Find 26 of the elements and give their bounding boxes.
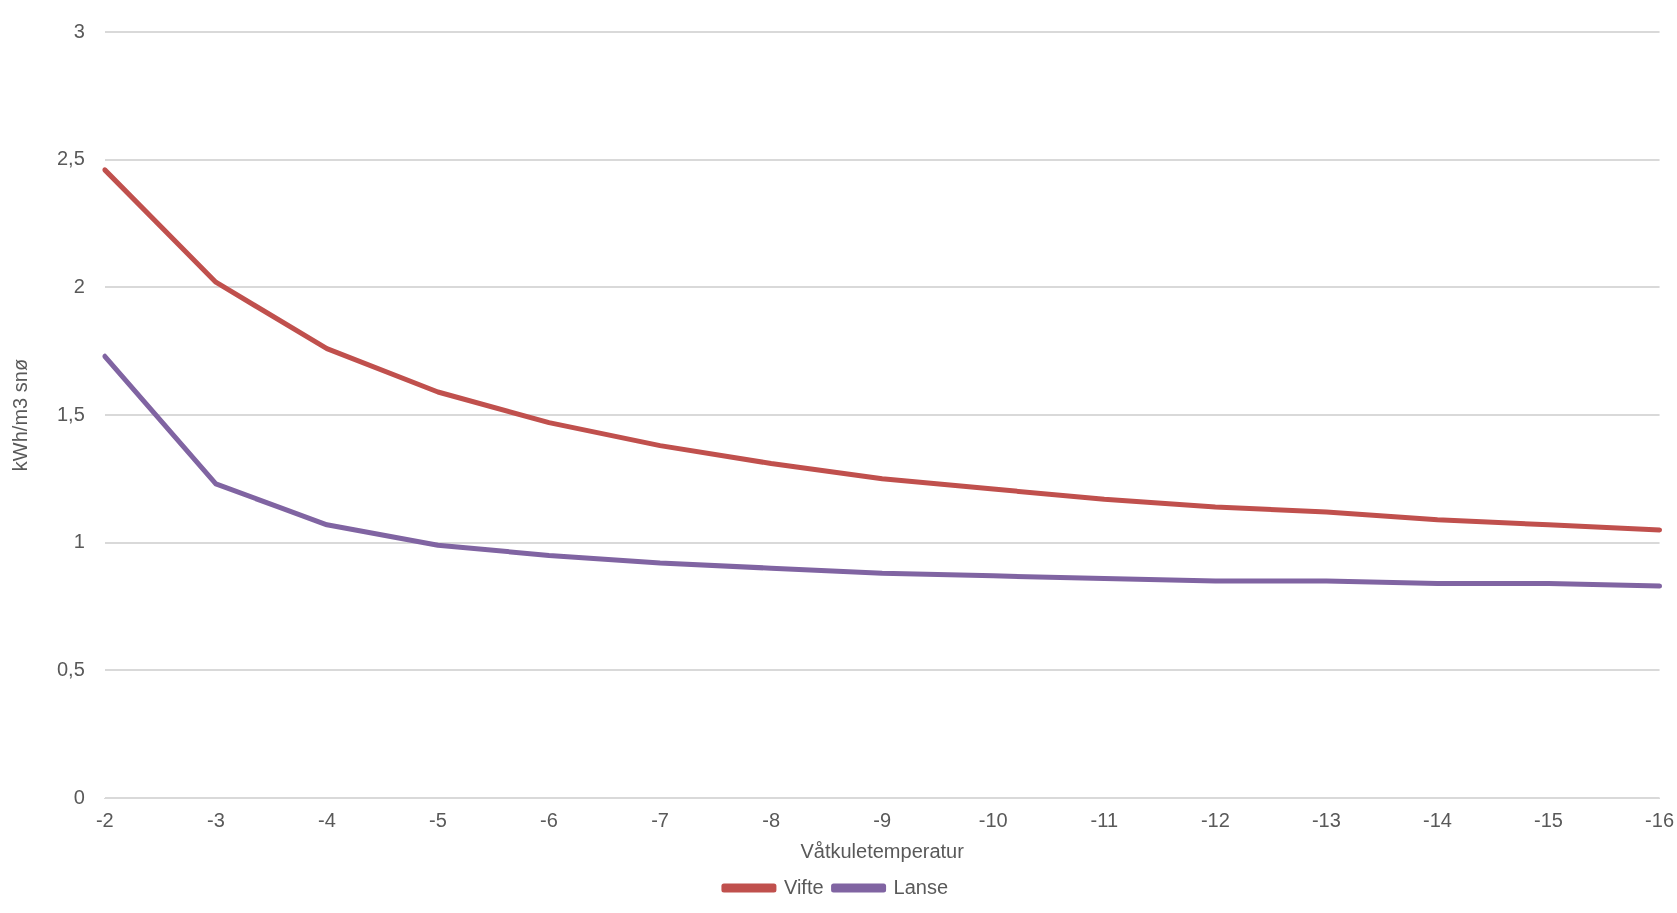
legend-label: Vifte (783, 875, 824, 898)
y-tick-label: 1,5 (56, 402, 85, 425)
legend-label: Lanse (893, 875, 949, 898)
x-tick-label: -3 (206, 808, 225, 831)
x-tick-label: -8 (762, 808, 781, 831)
x-tick-label: -11 (1090, 808, 1118, 831)
y-tick-label: 2,5 (56, 147, 85, 170)
y-tick-label: 3 (73, 19, 85, 42)
x-tick-label: -5 (429, 808, 447, 831)
x-tick-label: -10 (978, 808, 1008, 831)
y-tick-label: 1 (73, 530, 85, 553)
x-tick-label: -9 (873, 808, 892, 831)
y-tick-label: 0 (73, 785, 85, 808)
x-tick-label: -15 (1534, 808, 1563, 831)
y-axis-title: kWh/m3 snø (8, 358, 31, 472)
x-tick-label: -14 (1422, 808, 1452, 831)
x-axis-title: Våtkuletemperatur (800, 839, 965, 862)
x-tick-label: -6 (540, 808, 558, 831)
x-tick-label: -2 (95, 808, 114, 831)
x-tick-label: -13 (1311, 808, 1341, 831)
y-tick-label: 0,5 (56, 657, 85, 680)
x-tick-label: -16 (1645, 808, 1674, 831)
y-tick-label: 2 (73, 274, 85, 297)
x-tick-label: -7 (651, 808, 669, 831)
x-tick-label: -4 (318, 808, 336, 831)
x-tick-label: -12 (1200, 808, 1230, 831)
